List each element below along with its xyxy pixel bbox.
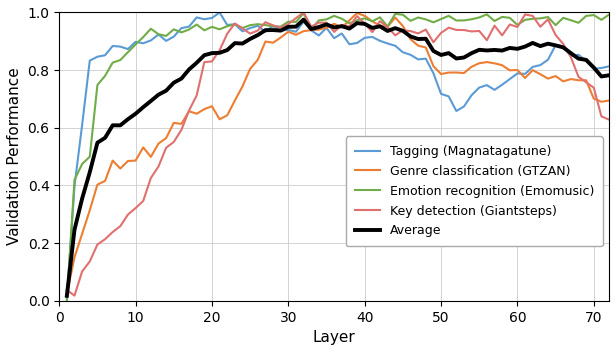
Average — [140, 105, 147, 109]
Key detection (Giantsteps) — [422, 27, 429, 32]
Genre classification (GTZAN) — [415, 44, 422, 48]
Key detection (Giantsteps) — [575, 75, 582, 79]
Emotion recognition (Emomusic) — [300, 11, 307, 15]
Key detection (Giantsteps) — [63, 288, 71, 292]
Key detection (Giantsteps) — [606, 118, 613, 122]
Genre classification (GTZAN) — [606, 99, 613, 103]
Line: Key detection (Giantsteps): Key detection (Giantsteps) — [67, 12, 609, 296]
Tagging (Magnatagatune) — [376, 39, 384, 43]
Average — [300, 18, 307, 22]
Emotion recognition (Emomusic) — [415, 15, 422, 20]
Emotion recognition (Emomusic) — [606, 12, 613, 17]
Tagging (Magnatagatune) — [193, 15, 200, 20]
Y-axis label: Validation Performance: Validation Performance — [7, 68, 22, 245]
Emotion recognition (Emomusic) — [246, 23, 254, 27]
Line: Emotion recognition (Emomusic): Emotion recognition (Emomusic) — [67, 13, 609, 301]
Tagging (Magnatagatune) — [415, 57, 422, 62]
Line: Average: Average — [67, 20, 609, 296]
Line: Genre classification (GTZAN): Genre classification (GTZAN) — [67, 13, 609, 294]
Average — [63, 294, 71, 298]
Key detection (Giantsteps) — [71, 294, 78, 298]
Average — [246, 37, 254, 41]
Emotion recognition (Emomusic) — [376, 15, 384, 19]
X-axis label: Layer: Layer — [313, 330, 355, 345]
Average — [437, 53, 445, 57]
Genre classification (GTZAN) — [140, 145, 147, 150]
Emotion recognition (Emomusic) — [63, 298, 71, 303]
Genre classification (GTZAN) — [437, 72, 445, 76]
Key detection (Giantsteps) — [254, 29, 261, 33]
Genre classification (GTZAN) — [63, 292, 71, 296]
Average — [193, 61, 200, 65]
Key detection (Giantsteps) — [300, 10, 307, 14]
Emotion recognition (Emomusic) — [437, 17, 445, 21]
Tagging (Magnatagatune) — [63, 296, 71, 301]
Key detection (Giantsteps) — [445, 26, 452, 30]
Tagging (Magnatagatune) — [254, 24, 261, 28]
Average — [376, 24, 384, 29]
Key detection (Giantsteps) — [384, 25, 391, 29]
Tagging (Magnatagatune) — [140, 41, 147, 45]
Emotion recognition (Emomusic) — [193, 23, 200, 27]
Genre classification (GTZAN) — [193, 112, 200, 116]
Average — [415, 37, 422, 41]
Tagging (Magnatagatune) — [606, 64, 613, 68]
Legend: Tagging (Magnatagatune), Genre classification (GTZAN), Emotion recognition (Emom: Tagging (Magnatagatune), Genre classific… — [346, 136, 603, 246]
Tagging (Magnatagatune) — [437, 92, 445, 96]
Genre classification (GTZAN) — [376, 24, 384, 28]
Tagging (Magnatagatune) — [216, 10, 223, 14]
Key detection (Giantsteps) — [147, 176, 155, 180]
Genre classification (GTZAN) — [246, 67, 254, 71]
Genre classification (GTZAN) — [354, 11, 361, 15]
Line: Tagging (Magnatagatune): Tagging (Magnatagatune) — [67, 12, 609, 298]
Average — [606, 73, 613, 77]
Emotion recognition (Emomusic) — [140, 35, 147, 39]
